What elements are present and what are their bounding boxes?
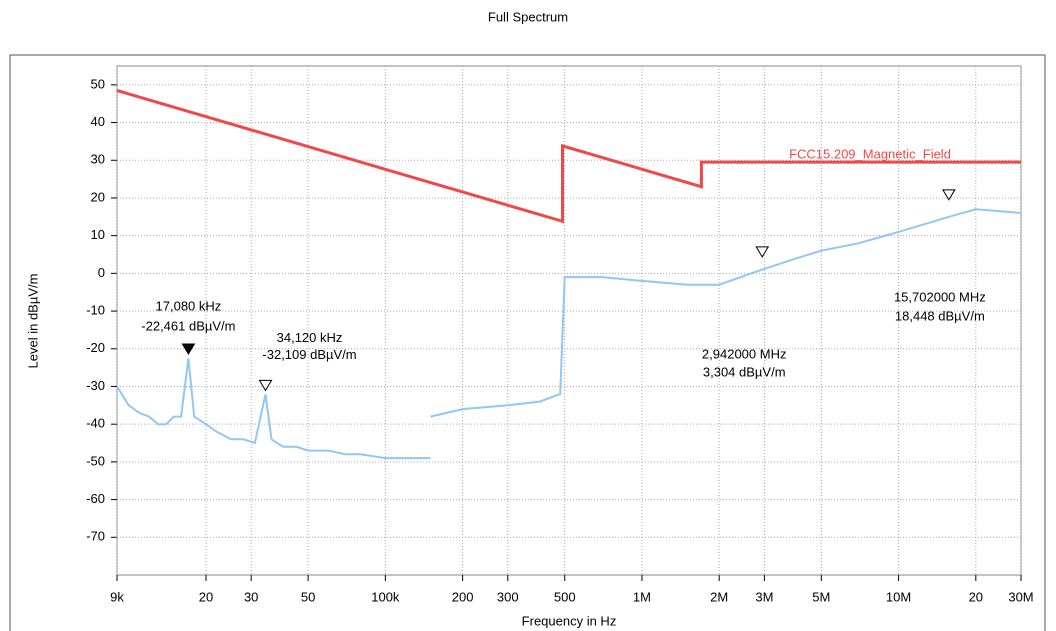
y-tick-label: 0 (98, 265, 105, 280)
y-tick-label: 10 (91, 227, 105, 242)
frame (9, 54, 1046, 631)
x-tick-label: 5M (812, 589, 830, 604)
x-tick-label: 10M (886, 589, 911, 604)
x-tick-label: 30 (244, 589, 258, 604)
x-tick-label: 30M (1008, 589, 1033, 604)
marker-frequency: 2,942000 MHz (702, 346, 787, 361)
x-tick-label: 9k (110, 589, 124, 604)
y-tick-label: -30 (86, 378, 105, 393)
y-tick-label: 30 (91, 152, 105, 167)
x-tick-label: 50 (301, 589, 315, 604)
x-tick-label: 100k (371, 589, 400, 604)
legend-label: FCC15.209_Magnetic_Field (789, 147, 951, 162)
x-axis-label: Frequency in Hz (522, 613, 617, 628)
x-tick-label: 300 (497, 589, 519, 604)
marker-frequency: 15,702000 MHz (894, 289, 986, 304)
x-tick-label: 1M (633, 589, 651, 604)
y-tick-label: -70 (86, 529, 105, 544)
marker-level: -32,109 dBµV/m (262, 347, 356, 362)
marker (258, 379, 273, 392)
marker (941, 189, 956, 201)
marker-level: 3,304 dBµV/m (703, 364, 786, 379)
marker-level: 18,448 dBµV/m (895, 308, 985, 323)
x-tick-label: 200 (452, 589, 474, 604)
y-tick-label: 50 (91, 76, 105, 91)
plot-area (116, 65, 1022, 576)
marker (181, 343, 196, 356)
x-tick-label: 3M (755, 589, 773, 604)
y-tick-label: 40 (91, 114, 105, 129)
marker-level: -22,461 dBµV/m (141, 318, 235, 333)
y-tick-label: -10 (86, 303, 105, 318)
x-tick-label: 2M (710, 589, 728, 604)
x-tick-label: 20 (969, 589, 983, 604)
marker-frequency: 17,080 kHz (156, 298, 222, 313)
y-tick-label: -60 (86, 491, 105, 506)
chart-title: Full Spectrum (488, 9, 568, 24)
marker (755, 246, 770, 258)
marker-frequency: 34,120 kHz (277, 330, 343, 345)
x-tick-label: 500 (554, 589, 576, 604)
y-axis-label: Level in dBµV/m (25, 274, 40, 369)
y-tick-label: -50 (86, 453, 105, 468)
y-tick-label: 20 (91, 189, 105, 204)
y-tick-label: -20 (86, 340, 105, 355)
y-tick-label: -40 (86, 416, 105, 431)
x-tick-label: 20 (199, 589, 213, 604)
limit-line (116, 89, 1021, 224)
measurement-trace (116, 208, 1022, 460)
